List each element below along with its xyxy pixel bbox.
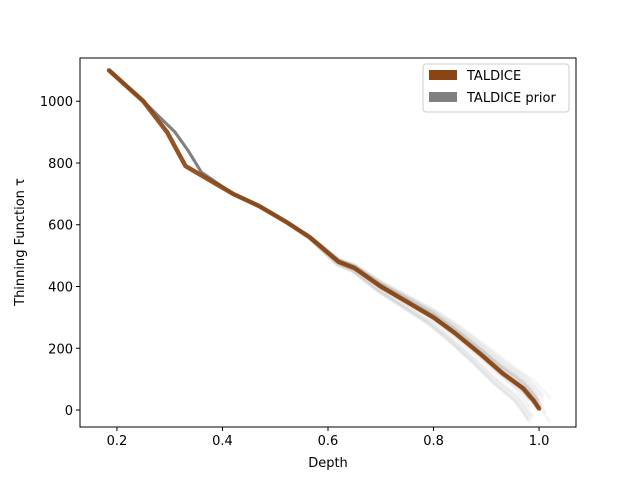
y-tick-label: 800 [48, 157, 73, 172]
x-tick-label: 0.8 [423, 434, 444, 449]
y-tick-label: 200 [48, 342, 73, 357]
y-axis: 0 200 400 600 800 1000 [40, 95, 80, 419]
y-tick-label: 400 [48, 281, 73, 296]
y-tick-label: 600 [48, 219, 73, 234]
legend-swatch-prior [429, 92, 457, 102]
y-axis-label: Thinning Function τ [13, 178, 28, 307]
legend-swatch-taldice [429, 70, 457, 80]
x-axis-label: Depth [308, 456, 348, 471]
legend-label-prior: TALDICE prior [466, 91, 556, 106]
legend-label-taldice: TALDICE [466, 69, 521, 84]
x-axis: 0.2 0.4 0.6 0.8 1.0 [107, 427, 550, 449]
x-tick-label: 1.0 [529, 434, 550, 449]
y-tick-label: 0 [65, 404, 73, 419]
legend-frame [422, 63, 570, 113]
legend: TALDICE TALDICE prior [422, 63, 570, 113]
x-tick-label: 0.4 [212, 434, 233, 449]
x-tick-label: 0.2 [107, 434, 128, 449]
series-lines [106, 68, 542, 411]
x-tick-label: 0.6 [318, 434, 339, 449]
series-line-taldice [106, 68, 542, 411]
y-tick-label: 1000 [40, 95, 73, 110]
